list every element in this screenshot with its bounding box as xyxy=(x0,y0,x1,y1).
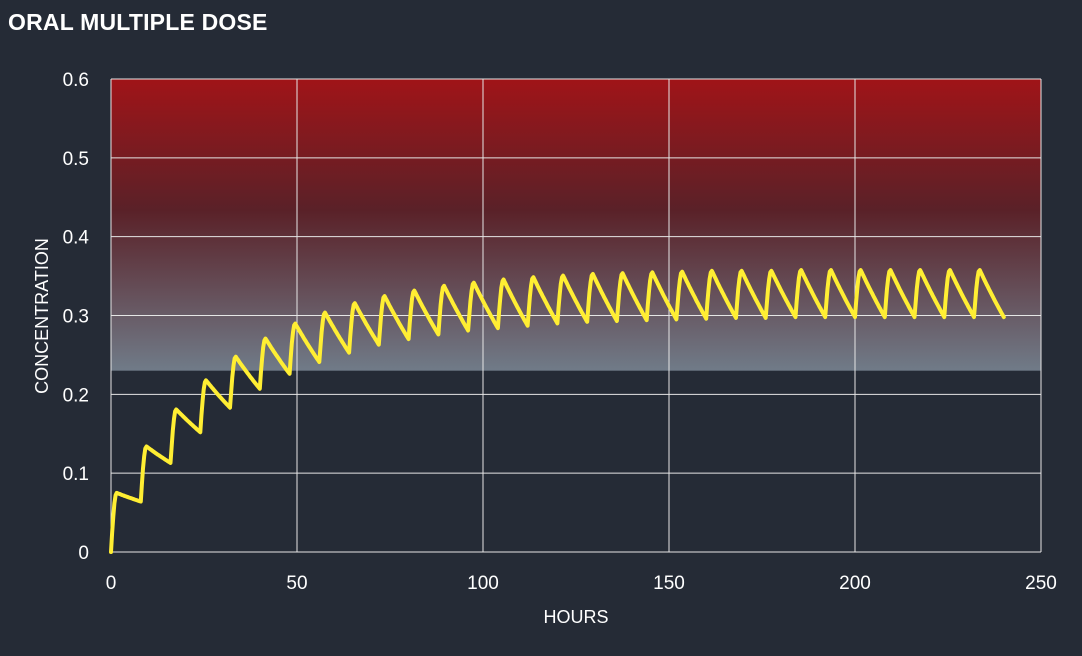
gridlines xyxy=(110,78,1042,553)
y-tick-label: 0 xyxy=(78,543,89,564)
y-axis-ticks: 0 0.1 0.2 0.3 0.4 0.5 0.6 xyxy=(63,70,90,564)
y-tick-label: 0.5 xyxy=(63,149,89,170)
y-axis-title: CONCENTRATION xyxy=(32,238,52,394)
x-tick-label: 50 xyxy=(286,573,307,594)
y-tick-label: 0.6 xyxy=(63,70,89,91)
x-tick-label: 150 xyxy=(653,573,685,594)
target-range-band xyxy=(111,79,1041,371)
y-tick-label: 0.4 xyxy=(63,228,90,249)
x-tick-label: 100 xyxy=(467,573,499,594)
y-tick-label: 0.2 xyxy=(63,385,89,406)
concentration-series-line xyxy=(109,268,1006,554)
x-tick-label: 250 xyxy=(1025,573,1057,594)
x-axis-ticks: 0 50 100 150 200 250 xyxy=(106,573,1057,594)
page-title: ORAL MULTIPLE DOSE xyxy=(8,9,268,35)
y-tick-label: 0.1 xyxy=(63,464,89,485)
y-tick-label: 0.3 xyxy=(63,307,89,328)
x-tick-label: 200 xyxy=(839,573,871,594)
x-tick-label: 0 xyxy=(106,573,117,594)
x-axis-title: HOURS xyxy=(543,607,608,627)
